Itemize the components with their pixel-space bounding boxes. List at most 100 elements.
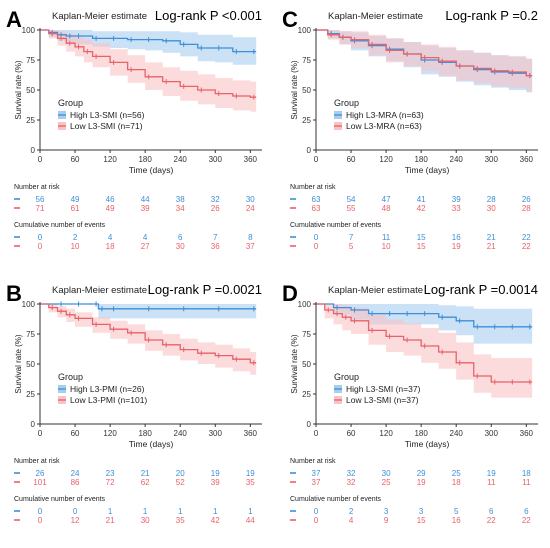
legend-label: Low L3-MRA (n=63) — [346, 121, 422, 131]
risk-count: 18 — [452, 478, 461, 487]
panel-b: B Kaplan-Meier estimate Log-rank P =0.0021… — [6, 281, 262, 525]
event-count: 1 — [213, 507, 218, 516]
ci-band — [40, 30, 257, 112]
y-tick-label: 25 — [302, 116, 311, 125]
event-count: 12 — [71, 516, 80, 525]
event-count: 44 — [246, 516, 255, 525]
event-count: 22 — [487, 516, 496, 525]
event-count: 7 — [349, 233, 354, 242]
pvalue-label: Log-rank P <0.001 — [155, 8, 262, 23]
y-tick-label: 100 — [22, 300, 36, 309]
event-count: 5 — [454, 507, 459, 516]
risk-count: 20 — [176, 469, 185, 478]
chart-title: Kaplan-Meier estimate — [52, 285, 147, 296]
event-count: 2 — [349, 507, 354, 516]
x-tick-label: 240 — [450, 429, 464, 438]
survival-line — [316, 303, 533, 328]
event-count: 3 — [419, 507, 424, 516]
panel-letter: C — [282, 7, 298, 32]
y-tick-label: 50 — [302, 360, 311, 369]
legend-label: High L3-PMI (n=26) — [70, 384, 145, 394]
event-count: 16 — [452, 233, 461, 242]
x-tick-label: 60 — [71, 429, 80, 438]
risk-count: 86 — [71, 478, 80, 487]
event-count: 9 — [384, 516, 389, 525]
chart-title: Kaplan-Meier estimate — [328, 11, 423, 22]
risk-count: 24 — [246, 204, 255, 213]
pvalue-label: Log-rank P =0.0021 — [148, 282, 262, 297]
events-table-header: Cumulative number of events — [14, 222, 106, 229]
risk-count: 19 — [211, 469, 220, 478]
x-tick-label: 360 — [520, 155, 534, 164]
risk-count: 25 — [452, 469, 461, 478]
risk-count: 49 — [71, 195, 80, 204]
risk-table-header: Number at risk — [14, 184, 60, 191]
legend-label: High L3-MRA (n=63) — [346, 110, 424, 120]
risk-count: 37 — [312, 469, 321, 478]
x-tick-label: 180 — [414, 429, 428, 438]
y-tick-label: 0 — [31, 420, 36, 429]
risk-count: 63 — [312, 195, 321, 204]
x-tick-label: 240 — [174, 155, 188, 164]
legend-title: Group — [58, 372, 83, 382]
risk-count: 30 — [487, 204, 496, 213]
survival-line — [40, 303, 257, 364]
event-count: 6 — [524, 507, 529, 516]
risk-count: 30 — [246, 195, 255, 204]
risk-count: 28 — [487, 195, 496, 204]
event-count: 6 — [178, 233, 183, 242]
event-count: 4 — [108, 233, 113, 242]
event-count: 4 — [349, 516, 354, 525]
risk-count: 32 — [211, 195, 220, 204]
event-count: 0 — [314, 242, 319, 251]
panel-letter: A — [6, 7, 22, 32]
risk-count: 35 — [246, 478, 255, 487]
x-axis-label: Time (days) — [129, 165, 174, 175]
x-tick-label: 60 — [71, 155, 80, 164]
risk-count: 42 — [417, 204, 426, 213]
event-count: 0 — [314, 507, 319, 516]
risk-count: 62 — [141, 478, 150, 487]
risk-count: 34 — [176, 204, 185, 213]
x-tick-label: 300 — [209, 155, 223, 164]
x-axis-label: Time (days) — [405, 439, 450, 449]
event-count: 30 — [176, 242, 185, 251]
legend-title: Group — [58, 98, 83, 108]
risk-count: 33 — [452, 204, 461, 213]
event-count: 21 — [487, 242, 496, 251]
survival-line — [316, 303, 533, 383]
x-tick-label: 300 — [209, 429, 223, 438]
risk-count: 44 — [141, 195, 150, 204]
risk-count: 56 — [36, 195, 45, 204]
events-table-header: Cumulative number of events — [290, 496, 382, 503]
risk-count: 48 — [382, 204, 391, 213]
event-count: 18 — [106, 242, 115, 251]
event-count: 21 — [106, 516, 115, 525]
risk-count: 11 — [487, 478, 496, 487]
panel-a: A Kaplan-Meier estimate Log-rank P <0.001 0… — [6, 7, 262, 251]
risk-count: 25 — [382, 478, 391, 487]
pvalue-label: Log-rank P =0.0014 — [424, 282, 538, 297]
risk-count: 71 — [36, 204, 45, 213]
event-count: 1 — [108, 507, 113, 516]
x-tick-label: 240 — [450, 155, 464, 164]
risk-count: 61 — [71, 204, 80, 213]
event-count: 30 — [141, 516, 150, 525]
legend-label: High L3-SMI (n=37) — [346, 384, 421, 394]
event-count: 15 — [417, 233, 426, 242]
legend-label: Low L3-SMI (n=37) — [346, 395, 419, 405]
risk-count: 26 — [36, 469, 45, 478]
event-count: 0 — [73, 507, 78, 516]
risk-count: 47 — [382, 195, 391, 204]
x-tick-label: 60 — [347, 429, 356, 438]
x-tick-label: 0 — [38, 155, 43, 164]
panel-c: C Kaplan-Meier estimate Log-rank P =0.2 0 25… — [282, 7, 538, 251]
risk-count: 49 — [106, 204, 115, 213]
risk-count: 39 — [211, 478, 220, 487]
x-tick-label: 60 — [347, 155, 356, 164]
y-tick-label: 50 — [302, 86, 311, 95]
event-count: 37 — [246, 242, 255, 251]
x-tick-label: 0 — [38, 429, 43, 438]
risk-count: 29 — [417, 469, 426, 478]
